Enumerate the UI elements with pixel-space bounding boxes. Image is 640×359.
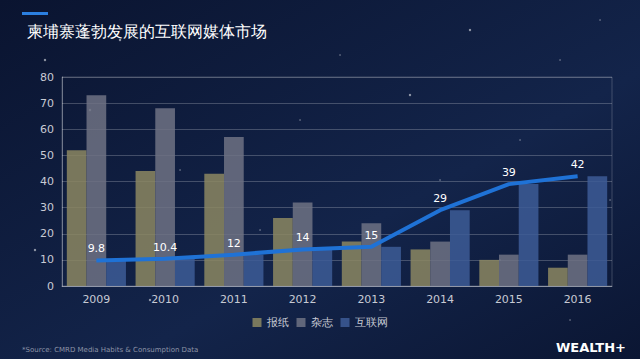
svg-text:42: 42 bbox=[571, 158, 585, 171]
svg-text:15: 15 bbox=[364, 229, 378, 242]
svg-text:70: 70 bbox=[40, 97, 54, 110]
svg-text:12: 12 bbox=[227, 237, 241, 250]
svg-text:2012: 2012 bbox=[289, 293, 317, 306]
svg-text:40: 40 bbox=[40, 175, 54, 188]
svg-text:2016: 2016 bbox=[564, 293, 592, 306]
svg-text:*Source: CMRD Media Habits & C: *Source: CMRD Media Habits & Consumption… bbox=[22, 346, 198, 354]
svg-text:2014: 2014 bbox=[426, 293, 454, 306]
svg-text:14: 14 bbox=[296, 231, 310, 244]
svg-text:29: 29 bbox=[433, 192, 447, 205]
svg-text:0: 0 bbox=[47, 280, 54, 293]
svg-text:2015: 2015 bbox=[495, 293, 523, 306]
svg-text:80: 80 bbox=[40, 71, 54, 84]
svg-text:20: 20 bbox=[40, 227, 54, 240]
svg-text:10.4: 10.4 bbox=[153, 241, 178, 254]
svg-text:报纸: 报纸 bbox=[266, 316, 289, 329]
svg-text:2013: 2013 bbox=[357, 293, 385, 306]
svg-text:柬埔寨蓬勃发展的互联网媒体市场: 柬埔寨蓬勃发展的互联网媒体市场 bbox=[27, 22, 267, 41]
svg-text:杂志: 杂志 bbox=[311, 316, 333, 329]
svg-text:30: 30 bbox=[40, 201, 54, 214]
svg-text:WEALTH+: WEALTH+ bbox=[556, 340, 626, 355]
svg-text:39: 39 bbox=[502, 166, 516, 179]
svg-text:2011: 2011 bbox=[220, 293, 248, 306]
svg-text:50: 50 bbox=[40, 149, 54, 162]
svg-text:10: 10 bbox=[40, 253, 54, 266]
svg-text:60: 60 bbox=[40, 123, 54, 136]
svg-text:2009: 2009 bbox=[82, 293, 110, 306]
svg-text:9.8: 9.8 bbox=[88, 242, 106, 255]
svg-text:2010: 2010 bbox=[151, 293, 179, 306]
svg-text:互联网: 互联网 bbox=[355, 316, 388, 329]
